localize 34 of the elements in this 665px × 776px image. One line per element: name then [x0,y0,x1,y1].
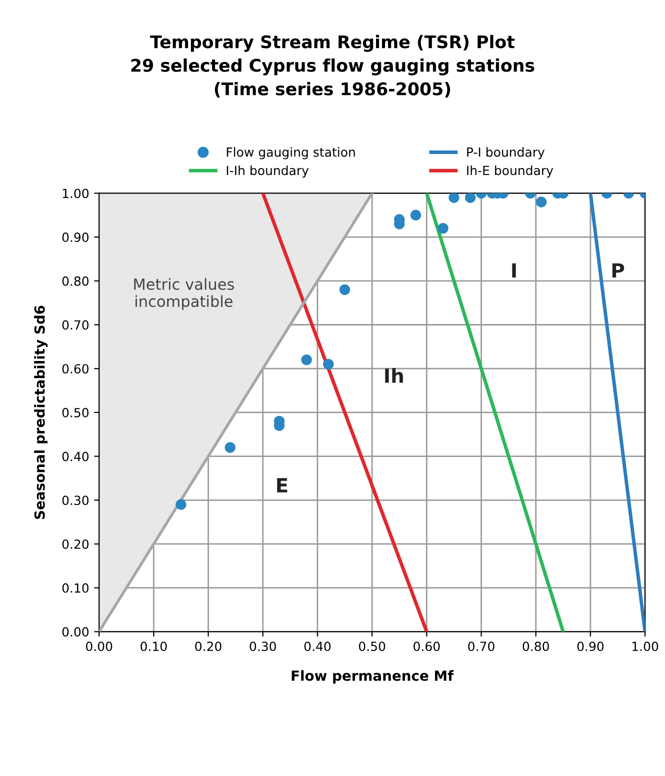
chart-title: Temporary Stream Regime (TSR) Plot 29 selected Cyprus flow gauging stations (Time series 1986-2005) [131,34,534,98]
annotation: Ih [385,368,403,383]
x-tick-label: 0.50 [358,642,386,652]
y-tick-label: 0.70 [62,320,89,330]
x-tick-label: 0.60 [414,642,440,652]
annotation: P [612,263,624,278]
x-tick-label: 0.70 [468,642,494,652]
y-tick-label: 0.50 [62,408,89,418]
y-tick-label: 0.00 [62,627,89,637]
x-tick-label: 0.10 [140,642,167,652]
annotation: I [512,263,516,278]
legend-label: P-I boundary [467,147,545,160]
y-tick-label: 0.60 [62,364,89,374]
y-tick-label: 0.90 [62,232,89,242]
x-axis-title: Flow permanence Mf [292,670,454,684]
x-tick-label: 0.20 [195,642,222,652]
y-tick-label: 0.10 [62,583,89,593]
legend-label: Ih-E boundary [467,165,554,178]
x-tick-label: 0.80 [522,642,549,652]
x-tick-label: 0.40 [304,642,331,652]
y-tick-label: 0.40 [62,452,89,462]
annotation: E [277,478,288,492]
legend-label: I-Ih boundary [226,165,309,178]
x-tick-label: 1.00 [632,642,658,652]
y-tick-label: 1.00 [62,188,89,198]
y-tick-label: 0.30 [62,496,89,506]
x-tick-label: 0.00 [86,642,112,652]
y-axis-title: Seasonal predictability Sd6 [34,306,48,519]
annotation: Metric values incompatible [134,278,234,310]
legend-label: Flow gauging station [226,147,355,160]
y-tick-label: 0.80 [62,276,89,286]
x-tick-label: 0.90 [577,642,604,652]
x-tick-label: 0.30 [250,642,276,652]
y-tick-label: 0.20 [62,539,89,549]
